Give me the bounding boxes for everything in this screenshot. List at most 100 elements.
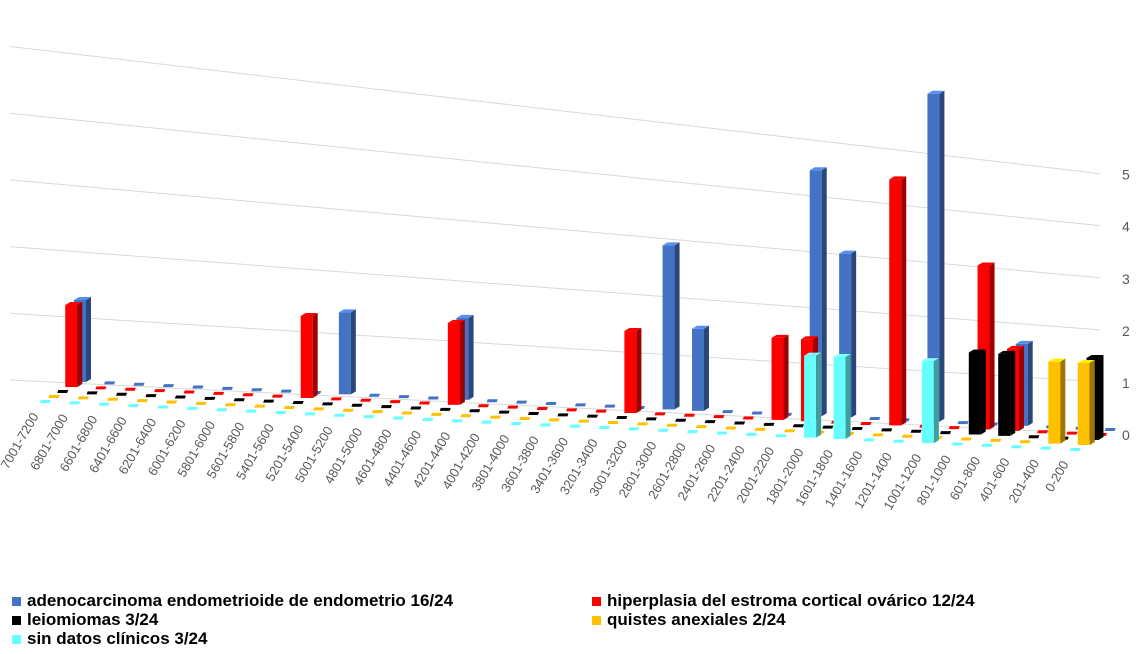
y-tick-label: 1: [1122, 375, 1130, 391]
zero-bar-marker: [380, 405, 392, 409]
bar-top: [889, 176, 907, 180]
zero-bar-marker: [77, 396, 89, 400]
zero-bar-marker: [98, 402, 110, 406]
zero-bar-marker: [683, 413, 695, 417]
bar-front: [65, 305, 78, 387]
bar-front: [447, 322, 460, 405]
zero-bar-marker: [733, 421, 746, 425]
zero-bar-marker: [107, 397, 119, 401]
zero-bar-marker: [716, 431, 728, 435]
bar-top: [447, 319, 465, 323]
zero-bar-marker: [901, 434, 913, 438]
zero-bar-marker: [1040, 446, 1052, 450]
bar-top: [692, 325, 709, 329]
zero-bar-marker: [263, 399, 275, 403]
zero-bar-marker: [439, 407, 451, 411]
zero-bar-marker: [1069, 448, 1081, 451]
bar-side: [636, 328, 642, 414]
bar-top: [456, 314, 474, 318]
bar-top: [74, 297, 91, 300]
bar-front: [300, 315, 313, 398]
bar-front: [692, 328, 704, 411]
bar-side: [901, 176, 907, 426]
zero-bar-marker: [604, 404, 616, 408]
legend-label: sin datos clínicos 3/24: [27, 629, 208, 648]
gridline: [9, 46, 1101, 175]
zero-bar-marker: [586, 414, 598, 418]
legend-item: leiomiomas 3/24: [12, 610, 158, 630]
zero-bar-marker: [321, 402, 334, 406]
zero-bar-marker: [86, 391, 98, 395]
bar-front: [1048, 361, 1061, 444]
bar: [921, 358, 939, 444]
zero-bar-marker: [195, 401, 207, 405]
bar-side: [459, 319, 465, 405]
zero-bar-marker: [675, 418, 687, 422]
zero-bar-marker: [822, 425, 834, 429]
zero-bar-marker: [687, 430, 699, 434]
zero-bar-marker: [251, 388, 263, 392]
zero-bar-marker: [654, 412, 666, 416]
zero-bar-marker: [204, 396, 216, 400]
zero-bar-marker: [186, 406, 198, 410]
zero-bar-marker: [860, 422, 872, 426]
zero-bar-marker: [95, 386, 107, 390]
zero-bar-marker: [910, 429, 922, 433]
chart-plot: 0123457001-72006801-70006601-68006401-66…: [0, 46, 1130, 512]
legend-item: sin datos clínicos 3/24: [12, 629, 207, 649]
zero-bar-marker: [636, 422, 649, 426]
zero-bar-marker: [39, 400, 51, 403]
zero-bar-marker: [363, 415, 375, 419]
zero-bar-marker: [419, 401, 431, 405]
zero-bar-marker: [389, 400, 401, 404]
bar-front: [889, 179, 902, 426]
zero-bar-marker: [939, 431, 952, 435]
zero-bar-marker: [869, 417, 881, 421]
y-tick-label: 5: [1122, 167, 1130, 183]
zero-bar-marker: [507, 405, 519, 409]
bar-side: [1089, 360, 1095, 445]
bar-top: [800, 336, 818, 340]
zero-bar-marker: [57, 390, 69, 393]
zero-bar-marker: [192, 385, 204, 389]
zero-bar-marker: [104, 381, 116, 385]
zero-bar-marker: [48, 395, 60, 398]
zero-bar-marker: [548, 418, 560, 422]
zero-bar-marker: [271, 394, 283, 398]
legend-swatch: [12, 596, 21, 606]
y-tick-label: 4: [1122, 219, 1130, 235]
zero-bar-marker: [754, 427, 766, 431]
zero-bar-marker: [872, 433, 884, 437]
bar-front: [1077, 363, 1090, 445]
zero-bar-marker: [401, 411, 413, 415]
zero-bar-marker: [280, 389, 292, 393]
bar: [771, 334, 789, 420]
zero-bar-marker: [704, 420, 716, 424]
bar: [833, 354, 851, 440]
bar: [927, 90, 945, 422]
zero-bar-marker: [351, 403, 363, 407]
zero-bar-marker: [213, 391, 225, 395]
zero-bar-marker: [745, 432, 758, 436]
bar-top: [771, 334, 789, 338]
bar-front: [624, 331, 637, 414]
zero-bar-marker: [430, 412, 443, 416]
zero-bar-marker: [751, 411, 763, 415]
zero-bar-marker: [893, 439, 905, 443]
zero-bar-marker: [221, 386, 233, 390]
zero-bar-marker: [333, 413, 346, 417]
zero-bar-marker: [427, 396, 439, 400]
bar-top: [1077, 360, 1095, 363]
legend-item: hiperplasia del estroma cortical ovárico…: [592, 591, 975, 611]
zero-bar-marker: [242, 393, 254, 397]
zero-bar-marker: [566, 408, 578, 412]
zero-bar-marker: [477, 404, 489, 408]
bar-side: [1027, 340, 1033, 426]
bar-side: [939, 90, 945, 422]
bar-side: [821, 167, 827, 417]
zero-bar-marker: [224, 403, 237, 407]
zero-bar-marker: [851, 427, 863, 431]
zero-bar-marker: [725, 426, 737, 430]
bar-side: [77, 302, 83, 387]
